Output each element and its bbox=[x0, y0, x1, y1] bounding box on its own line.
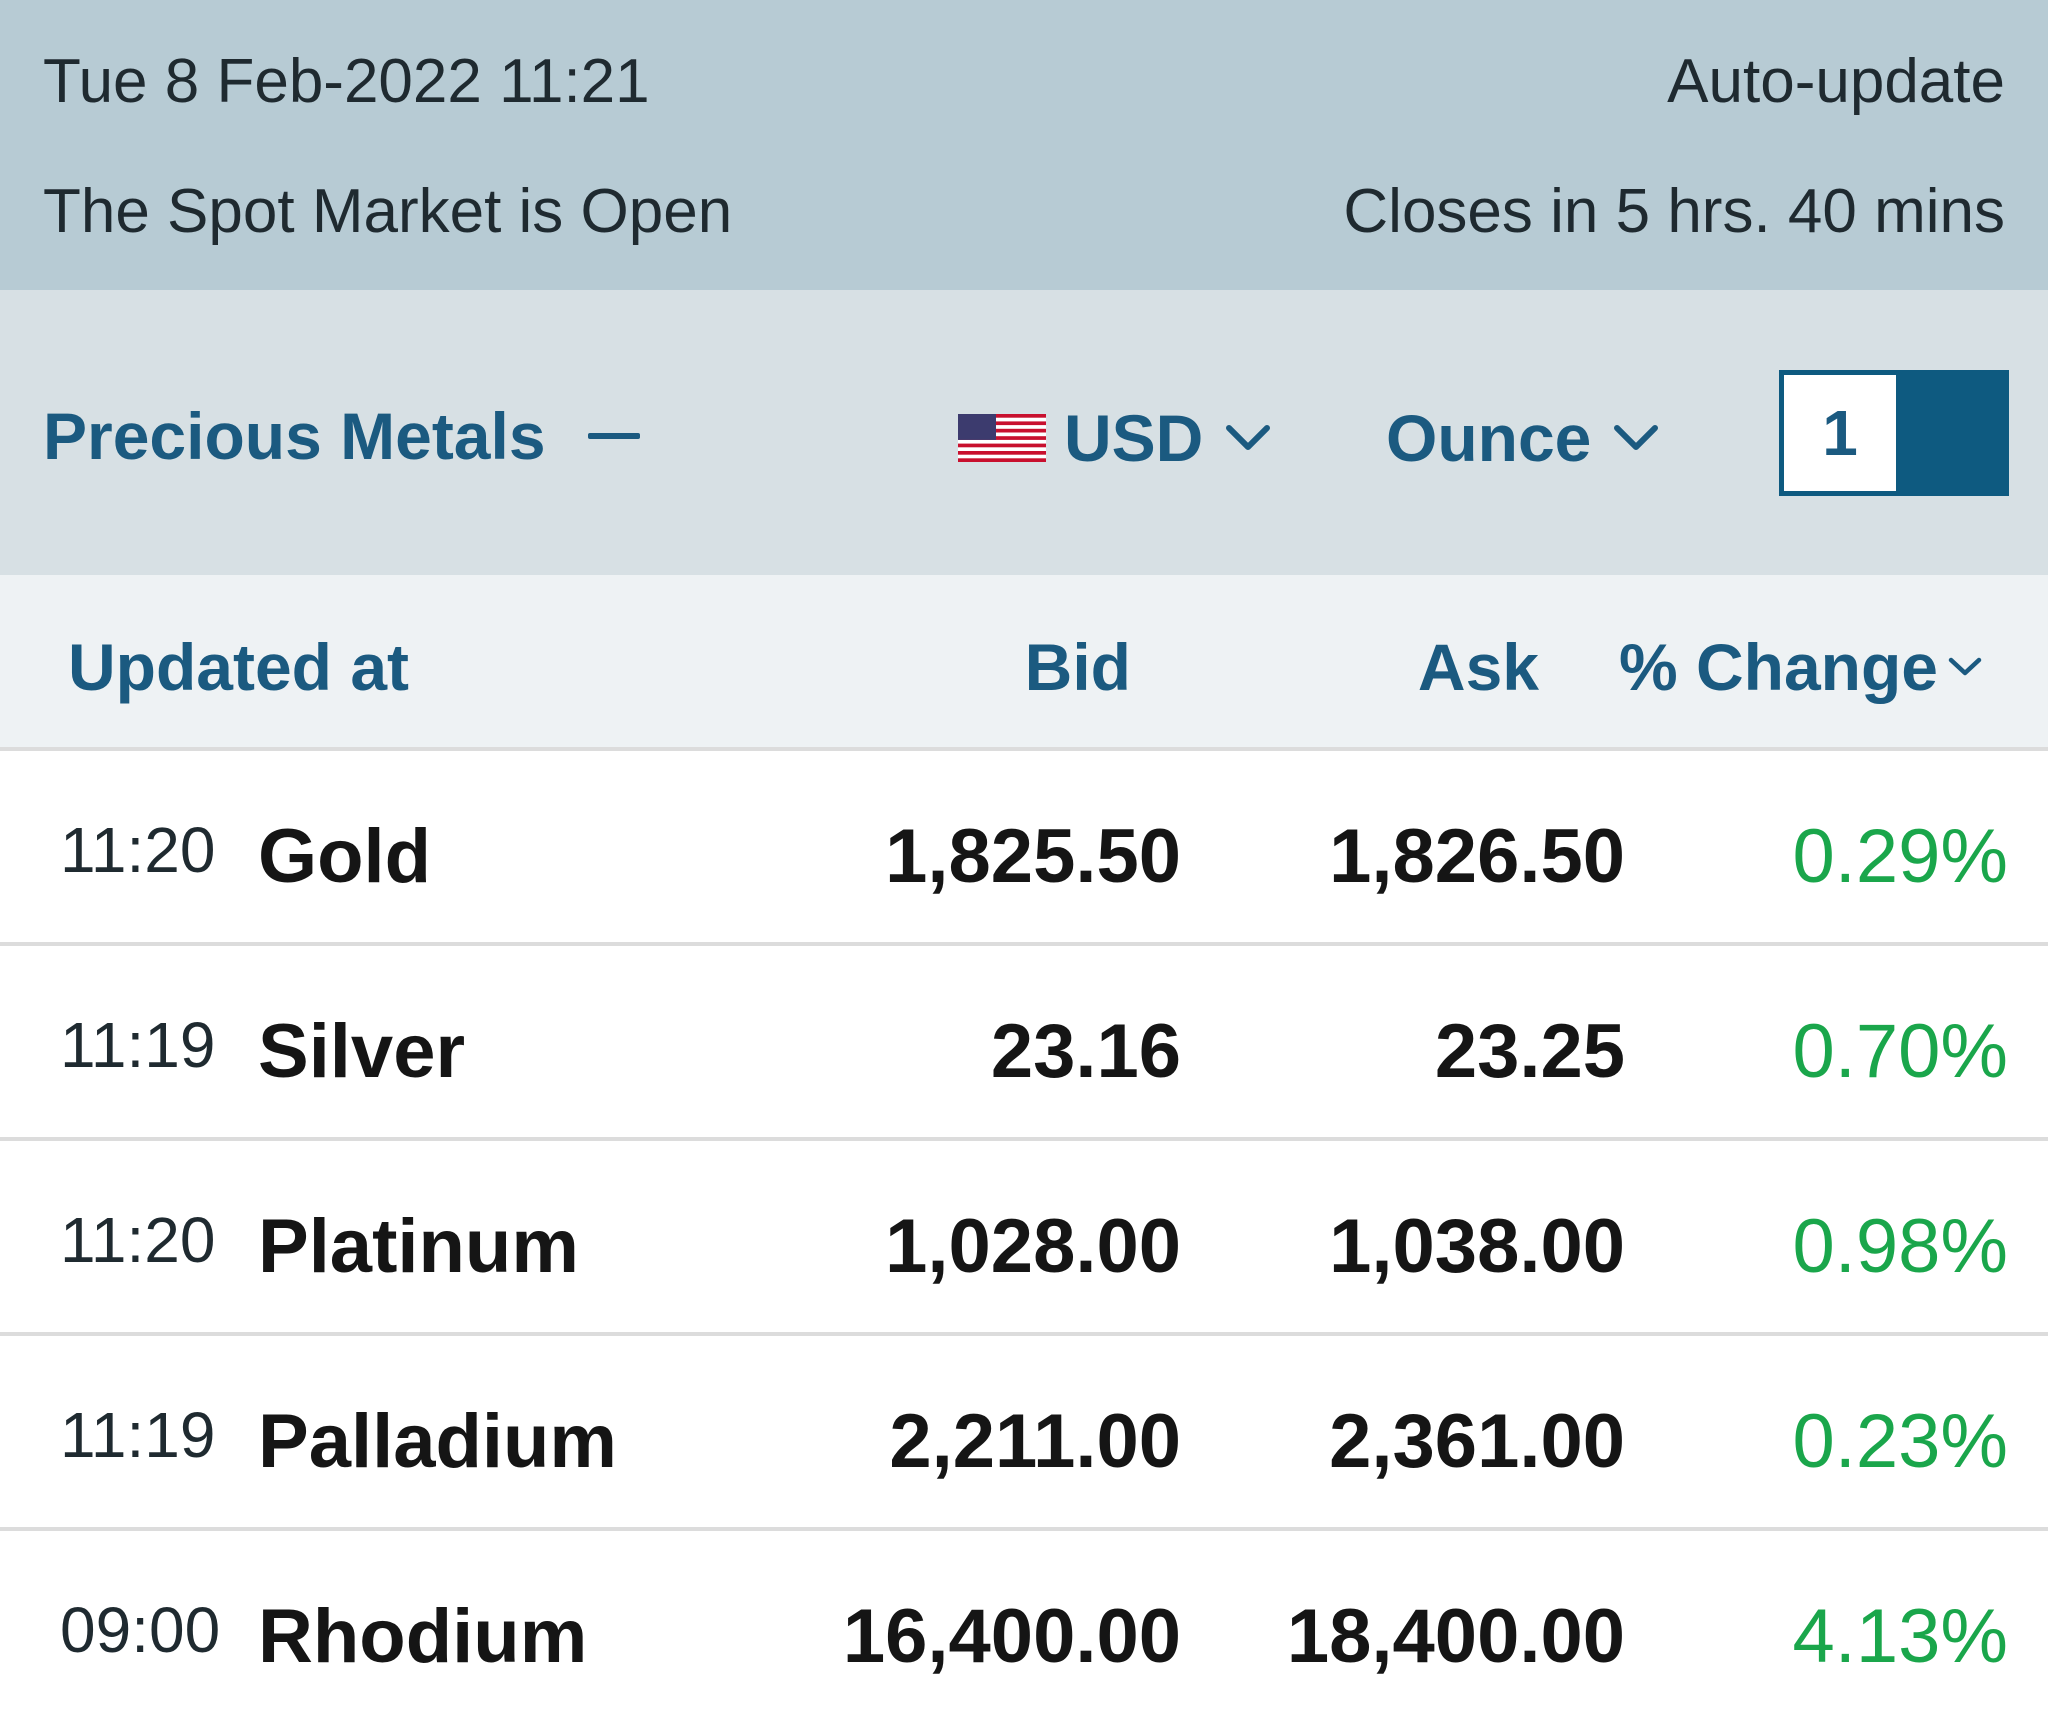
row-percent-change: 4.13% bbox=[1792, 1594, 2009, 1679]
row-metal-name: Palladium bbox=[258, 1399, 617, 1484]
column-ask[interactable]: Ask bbox=[1417, 630, 1539, 704]
chevron-down-icon bbox=[1948, 657, 1982, 676]
minus-icon[interactable] bbox=[587, 433, 640, 439]
row-metal-name: Platinum bbox=[258, 1204, 579, 1289]
row-ask-price: 23.25 bbox=[1434, 1009, 1625, 1094]
row-metal-name: Rhodium bbox=[258, 1594, 588, 1679]
column-bid[interactable]: Bid bbox=[1024, 630, 1131, 704]
current-datetime: Tue 8 Feb-2022 11:21 bbox=[43, 47, 650, 116]
filter-toolbar: Precious Metals USD Ounce bbox=[0, 290, 2048, 575]
row-updated-time: 11:20 bbox=[60, 814, 216, 886]
row-metal-name: Gold bbox=[258, 814, 432, 899]
table-row[interactable]: 11:20 Platinum 1,028.00 1,038.00 0.98% bbox=[0, 1141, 2048, 1336]
table-row[interactable]: 11:20 Gold 1,825.50 1,826.50 0.29% bbox=[0, 751, 2048, 946]
unit-selector[interactable]: Ounce bbox=[1386, 398, 1659, 478]
column-change-selector[interactable]: % Change bbox=[1619, 629, 1982, 705]
row-ask-price: 1,826.50 bbox=[1329, 814, 1625, 899]
row-percent-change: 0.70% bbox=[1792, 1009, 2009, 1094]
chevron-down-icon bbox=[1226, 425, 1271, 450]
row-updated-time: 11:19 bbox=[60, 1009, 216, 1081]
market-status-header: Tue 8 Feb-2022 11:21 Auto-update The Spo… bbox=[0, 0, 2048, 290]
table-header: Updated at Bid Ask % Change bbox=[0, 575, 2048, 751]
row-ask-price: 2,361.00 bbox=[1329, 1399, 1625, 1484]
row-updated-time: 11:20 bbox=[60, 1204, 216, 1276]
category-label: Precious Metals bbox=[43, 399, 546, 473]
market-closes-countdown: Closes in 5 hrs. 40 mins bbox=[1343, 177, 2005, 246]
row-percent-change: 0.23% bbox=[1792, 1399, 2009, 1484]
us-flag-icon bbox=[958, 414, 1046, 462]
row-updated-time: 09:00 bbox=[60, 1594, 221, 1666]
table-row[interactable]: 11:19 Silver 23.16 23.25 0.70% bbox=[0, 946, 2048, 1141]
quantity-input[interactable] bbox=[1784, 375, 1896, 491]
table-row[interactable]: 11:19 Palladium 2,211.00 2,361.00 0.23% bbox=[0, 1336, 2048, 1531]
quantity-apply-button[interactable] bbox=[1896, 375, 2004, 491]
row-bid-price: 2,211.00 bbox=[889, 1399, 1181, 1484]
row-ask-price: 1,038.00 bbox=[1329, 1204, 1625, 1289]
unit-label: Ounce bbox=[1386, 401, 1592, 475]
column-change-label: % Change bbox=[1618, 630, 1938, 704]
row-metal-name: Silver bbox=[258, 1009, 466, 1094]
quantity-stepper bbox=[1779, 370, 2009, 496]
row-percent-change: 0.98% bbox=[1792, 1204, 2009, 1289]
row-percent-change: 0.29% bbox=[1792, 814, 2009, 899]
row-bid-price: 1,028.00 bbox=[885, 1204, 1181, 1289]
column-updated-at[interactable]: Updated at bbox=[68, 630, 410, 704]
market-status-text: The Spot Market is Open bbox=[43, 177, 733, 246]
currency-label: USD bbox=[1064, 401, 1204, 475]
row-bid-price: 16,400.00 bbox=[842, 1594, 1181, 1679]
auto-update-toggle[interactable]: Auto-update bbox=[1667, 47, 2005, 116]
row-bid-price: 23.16 bbox=[990, 1009, 1181, 1094]
row-ask-price: 18,400.00 bbox=[1286, 1594, 1625, 1679]
table-row[interactable]: 09:00 Rhodium 16,400.00 18,400.00 4.13% bbox=[0, 1531, 2048, 1717]
row-updated-time: 11:19 bbox=[60, 1399, 216, 1471]
currency-selector[interactable]: USD bbox=[958, 398, 1271, 478]
chevron-down-icon bbox=[1614, 425, 1659, 450]
row-bid-price: 1,825.50 bbox=[885, 814, 1181, 899]
metal-price-list: 11:20 Gold 1,825.50 1,826.50 0.29% 11:19… bbox=[0, 751, 2048, 1717]
category-selector[interactable]: Precious Metals bbox=[43, 398, 640, 474]
